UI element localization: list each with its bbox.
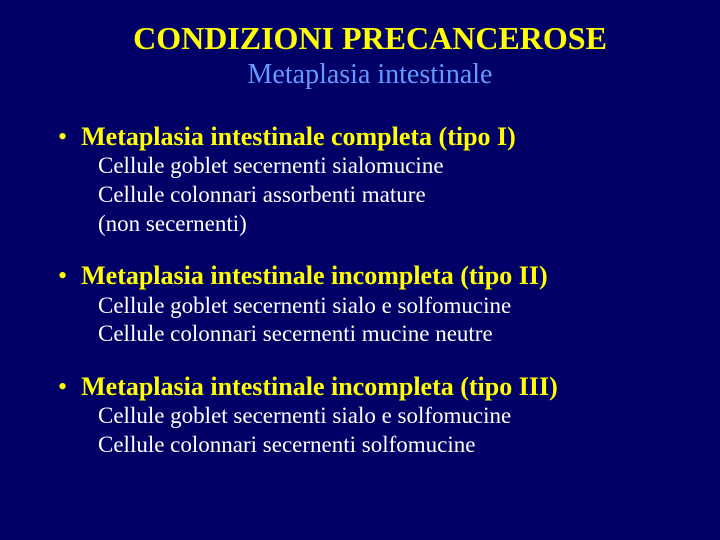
bullet-line: • Metaplasia intestinale incompleta (tip…: [58, 260, 690, 291]
section-heading: Metaplasia intestinale completa (tipo I): [81, 121, 516, 152]
detail-line: Cellule goblet secernenti sialomucine: [98, 152, 690, 181]
section-heading: Metaplasia intestinale incompleta (tipo …: [81, 371, 558, 402]
section-heading: Metaplasia intestinale incompleta (tipo …: [81, 260, 548, 291]
detail-line: Cellule colonnari secernenti mucine neut…: [98, 320, 690, 349]
detail-line: (non secernenti): [98, 210, 690, 239]
detail-line: Cellule goblet secernenti sialo e solfom…: [98, 402, 690, 431]
bullet-icon: •: [58, 371, 67, 402]
bullet-line: • Metaplasia intestinale completa (tipo …: [58, 121, 690, 152]
section-tipo-3: • Metaplasia intestinale incompleta (tip…: [50, 371, 690, 460]
slide-title: CONDIZIONI PRECANCEROSE: [50, 20, 690, 57]
bullet-icon: •: [58, 121, 67, 152]
section-tipo-2: • Metaplasia intestinale incompleta (tip…: [50, 260, 690, 349]
bullet-icon: •: [58, 260, 67, 291]
detail-line: Cellule colonnari secernenti solfomucine: [98, 431, 690, 460]
section-tipo-1: • Metaplasia intestinale completa (tipo …: [50, 121, 690, 238]
detail-line: Cellule goblet secernenti sialo e solfom…: [98, 292, 690, 321]
detail-line: Cellule colonnari assorbenti mature: [98, 181, 690, 210]
slide-subtitle: Metaplasia intestinale: [50, 59, 690, 91]
bullet-line: • Metaplasia intestinale incompleta (tip…: [58, 371, 690, 402]
